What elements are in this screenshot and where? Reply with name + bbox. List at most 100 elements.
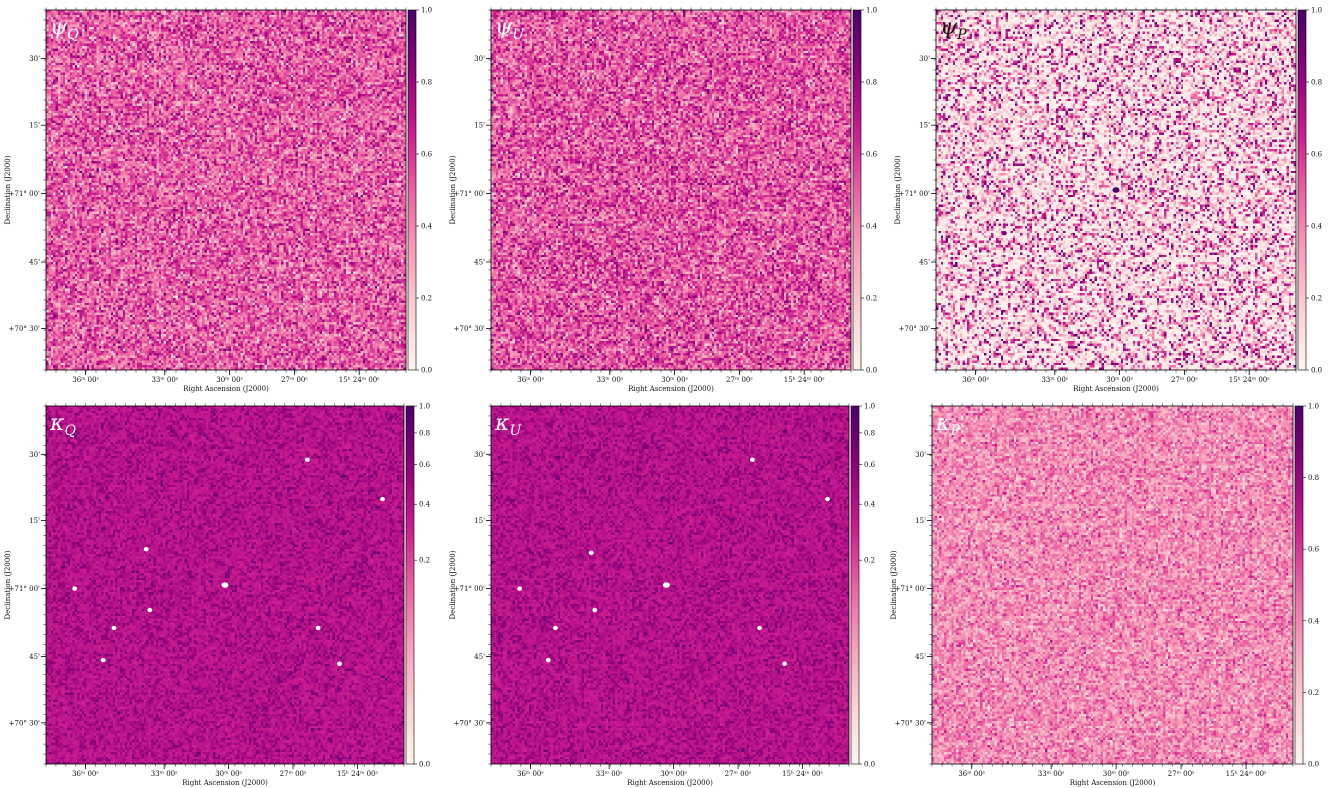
heatmap-image — [46, 10, 406, 370]
point-source — [592, 607, 598, 613]
colorbar — [1297, 9, 1307, 371]
y-tick-label: 15' — [29, 122, 40, 130]
point-source — [749, 457, 755, 462]
y-tick-label: 15' — [474, 122, 485, 130]
y-tick-label: 45' — [474, 259, 485, 267]
x-tick-label: 33ᵐ 00ˢ — [151, 376, 178, 384]
colorbar — [1294, 405, 1304, 765]
x-axis-label: Right Ascension (J2000) — [182, 779, 268, 787]
y-tick-label: +71° 00' — [899, 190, 930, 198]
point-source — [100, 657, 106, 663]
point-source — [304, 457, 310, 462]
panel-symbol: ψQ — [50, 15, 79, 43]
x-tick-label: 30ᵐ 00ˢ — [1106, 376, 1133, 384]
y-tick-label: 30' — [919, 55, 930, 63]
y-axis-label: Declination (J2000) — [449, 155, 457, 224]
panel-4: 36ᵐ 00ˢ 33ᵐ 00ˢ 30ᵐ 00ˢ 27ᵐ 00ˢ 15ʰ 24ᵐ 00ˢ 3… — [449, 403, 876, 788]
y-axis-label: Declination (J2000) — [449, 550, 457, 619]
x-tick-label: 30ᵐ 00ˢ — [661, 376, 688, 384]
point-source — [111, 625, 117, 631]
colorbar-tick-label: 0.6 — [1308, 546, 1320, 554]
y-tick-label: 30' — [29, 451, 40, 459]
x-tick-label: 27ᵐ 00ˢ — [1168, 770, 1195, 778]
y-tick-label: +70° 30' — [9, 719, 40, 727]
x-tick-label: 27ᵐ 00ˢ — [280, 770, 307, 778]
x-tick-label: 36ᵐ 00ˢ — [962, 376, 989, 384]
y-tick-label: 30' — [474, 451, 485, 459]
x-tick-label: 15ʰ 24ᵐ 00ˢ — [339, 376, 380, 384]
colorbar-tick-label: 0.6 — [419, 461, 431, 469]
panel-3: 36ᵐ 00ˢ 33ᵐ 00ˢ 30ᵐ 00ˢ 27ᵐ 00ˢ 15ʰ 24ᵐ 00ˢ 3… — [4, 403, 431, 788]
y-axis-label: Declination (J2000) — [4, 550, 12, 619]
y-tick-label: 45' — [919, 259, 930, 267]
x-axis-label: Right Ascension (J2000) — [183, 385, 269, 393]
colorbar-tick-label: 0.4 — [1311, 223, 1323, 231]
colorbar-tick-label: 0.4 — [419, 501, 431, 509]
point-source — [991, 263, 996, 268]
y-axis-label: Declination (J2000) — [894, 155, 902, 224]
x-tick-label: 30ᵐ 00ˢ — [215, 770, 242, 778]
colorbar-tick-label: 1.0 — [1308, 403, 1319, 411]
colorbar-tick-label: 0.6 — [1311, 151, 1323, 159]
x-tick-label: 27ᵐ 00ˢ — [725, 770, 752, 778]
y-tick-label: +70° 30' — [454, 325, 485, 333]
point-source — [782, 661, 787, 666]
colorbar-tick-label: 0.6 — [421, 151, 433, 159]
colorbar-tick-label: 0.2 — [421, 295, 432, 303]
colorbar — [407, 9, 417, 371]
colorbar-tick-label: 0.8 — [1308, 474, 1319, 482]
x-tick-label: 15ʰ 24ᵐ 00ˢ — [1229, 376, 1270, 384]
colorbar-tick-label: 0.4 — [1308, 617, 1320, 625]
x-tick-label: 33ᵐ 00ˢ — [1041, 376, 1068, 384]
y-tick-label: +71° 00' — [454, 585, 485, 593]
colorbar-tick-label: 0.0 — [419, 761, 430, 769]
point-source — [315, 625, 321, 631]
point-source — [825, 496, 830, 502]
point-source — [337, 661, 342, 666]
point-source — [1002, 231, 1007, 236]
point-source — [545, 657, 551, 663]
colorbar-tick-label: 0.0 — [866, 367, 877, 375]
colorbar-tick-label: 0.0 — [864, 761, 875, 769]
x-tick-label: 36ᵐ 00ˢ — [517, 770, 544, 778]
colorbar — [852, 9, 862, 371]
colorbar — [405, 405, 415, 765]
point-source — [966, 195, 971, 200]
y-tick-label: 30' — [474, 55, 485, 63]
point-source — [221, 582, 229, 588]
y-tick-label: +71° 00' — [454, 190, 485, 198]
colorbar-tick-label: 0.0 — [1311, 367, 1322, 375]
x-axis-label: Right Ascension (J2000) — [627, 779, 713, 787]
point-source — [1203, 227, 1209, 232]
x-tick-label: 15ʰ 24ᵐ 00ˢ — [337, 770, 378, 778]
colorbar-tick-label: 0.6 — [864, 461, 876, 469]
panel-1: 36ᵐ 00ˢ 33ᵐ 00ˢ 30ᵐ 00ˢ 27ᵐ 00ˢ 15ʰ 24ᵐ 00ˢ 3… — [449, 7, 878, 394]
y-tick-label: +70° 30' — [454, 719, 485, 727]
point-source — [1272, 101, 1277, 106]
colorbar-tick-label: 1.0 — [866, 7, 877, 15]
colorbar-tick-label: 1.0 — [864, 403, 875, 411]
y-axis-label: Declination (J2000) — [4, 155, 12, 224]
point-source — [1228, 267, 1234, 272]
x-tick-label: 36ᵐ 00ˢ — [72, 376, 99, 384]
point-source — [1041, 213, 1047, 218]
heatmap-image — [491, 10, 851, 370]
x-tick-label: 33ᵐ 00ˢ — [596, 376, 623, 384]
panel-symbol: κQ — [49, 411, 76, 439]
x-tick-label: 15ʰ 24ᵐ 00ˢ — [782, 770, 823, 778]
x-tick-label: 30ᵐ 00ˢ — [660, 770, 687, 778]
y-tick-label: 30' — [29, 55, 40, 63]
point-source — [143, 547, 149, 552]
x-axis-label: Right Ascension (J2000) — [1073, 385, 1159, 393]
panel-5: 36ᵐ 00ˢ 33ᵐ 00ˢ 30ᵐ 00ˢ 27ᵐ 00ˢ 15ʰ 24ᵐ 00ˢ 3… — [890, 403, 1320, 788]
colorbar-tick-label: 0.0 — [421, 367, 432, 375]
x-tick-label: 36ᵐ 00ˢ — [72, 770, 99, 778]
y-axis-label: Declination (J2000) — [890, 550, 898, 619]
x-tick-label: 27ᵐ 00ˢ — [281, 376, 308, 384]
colorbar-tick-label: 1.0 — [419, 403, 430, 411]
colorbar-tick-label: 0.4 — [866, 223, 878, 231]
colorbar-tick-label: 1.0 — [421, 7, 432, 15]
x-tick-label: 15ʰ 24ᵐ 00ˢ — [1226, 770, 1267, 778]
x-tick-label: 36ᵐ 00ˢ — [958, 770, 985, 778]
